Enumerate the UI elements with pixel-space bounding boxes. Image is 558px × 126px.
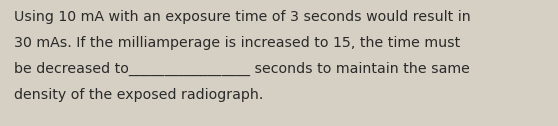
Text: Using 10 mA with an exposure time of 3 seconds would result in: Using 10 mA with an exposure time of 3 s… bbox=[14, 10, 471, 24]
Text: density of the exposed radiograph.: density of the exposed radiograph. bbox=[14, 88, 263, 102]
Text: be decreased to_________________ seconds to maintain the same: be decreased to_________________ seconds… bbox=[14, 62, 470, 76]
Text: 30 mAs. If the milliamperage is increased to 15, the time must: 30 mAs. If the milliamperage is increase… bbox=[14, 36, 460, 50]
